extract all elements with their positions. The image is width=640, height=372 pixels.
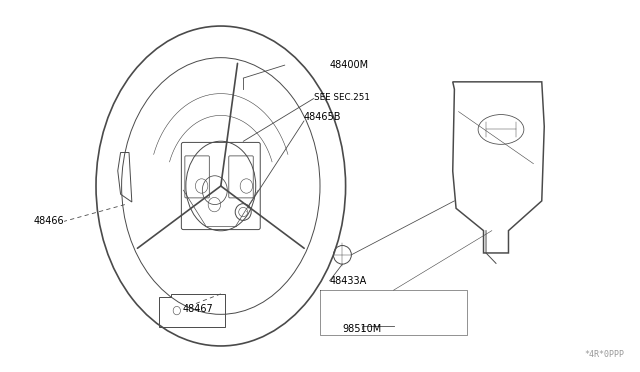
Text: 48400M: 48400M <box>330 60 369 70</box>
Text: 48433A: 48433A <box>330 276 367 286</box>
Text: SEE SEC.251: SEE SEC.251 <box>314 93 369 102</box>
Text: 48467: 48467 <box>182 304 213 314</box>
Text: 48466: 48466 <box>33 217 64 226</box>
Text: 98510M: 98510M <box>342 324 381 334</box>
Text: *4R*0PPP: *4R*0PPP <box>584 350 624 359</box>
Text: 48465B: 48465B <box>304 112 342 122</box>
